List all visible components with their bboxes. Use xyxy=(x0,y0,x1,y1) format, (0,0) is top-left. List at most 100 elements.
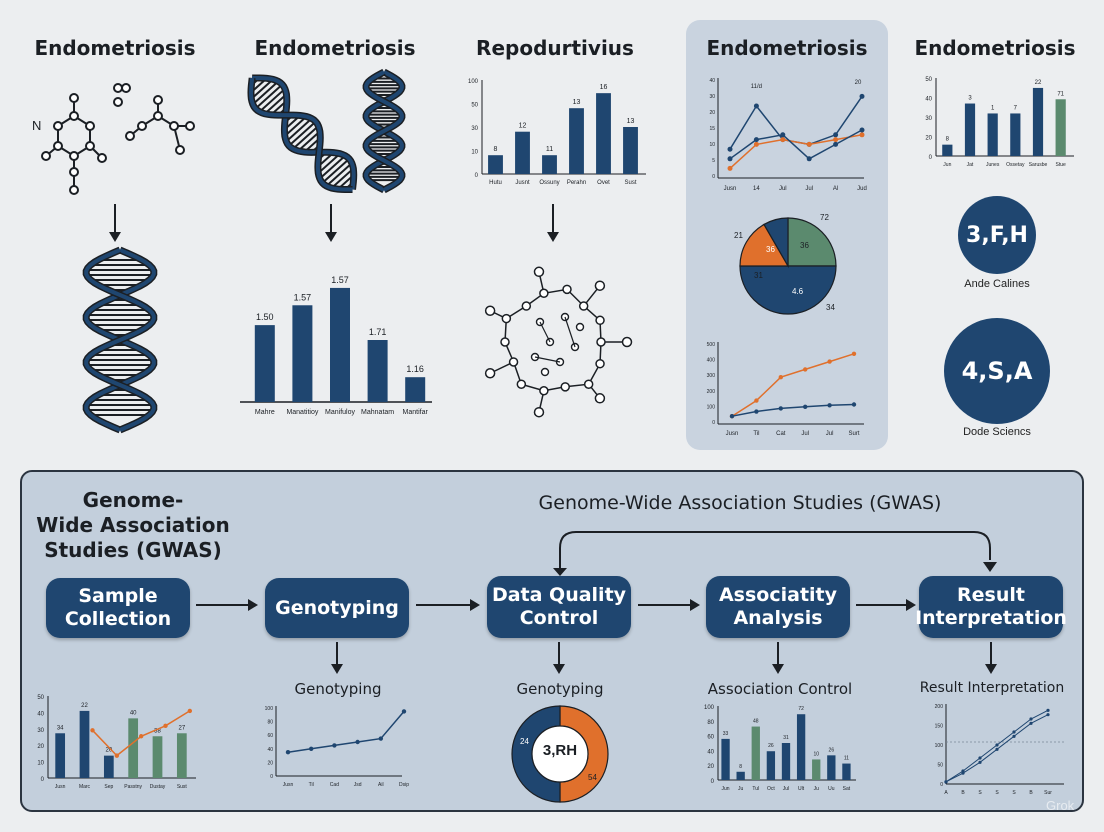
x-tick-label: Jusn xyxy=(55,784,66,790)
gwas-panel xyxy=(20,470,1084,812)
col5-bar-chart: 8 Jun 3 Jat 1 Junes 7 Ossetay 22 Sarusbe 71 Stue 50 4… xyxy=(925,77,1074,168)
bar xyxy=(330,287,350,402)
y-tick-label: 300 xyxy=(707,373,716,379)
pie-label: 21 xyxy=(734,231,743,240)
col3-title: Repodurtivius xyxy=(476,36,634,60)
y-tick-label: 40 xyxy=(925,97,932,103)
col1-title: Endometriosis xyxy=(34,36,196,60)
data-point xyxy=(187,708,193,714)
data-point xyxy=(378,736,383,741)
data-label: 11/d xyxy=(751,84,762,90)
data-point xyxy=(978,756,982,760)
data-point xyxy=(851,402,857,407)
bar-value-label: 8 xyxy=(739,764,742,770)
x-tick-label: Til xyxy=(753,431,759,437)
data-point xyxy=(803,367,808,372)
mid-bar-chart: 1.50 Mahre 1.57 Manatitioy 1.57 Manifuloy 1.71… xyxy=(240,275,432,416)
x-tick-label: Sarusbe xyxy=(1029,162,1048,168)
dna-rung xyxy=(254,83,283,110)
network-node xyxy=(583,379,594,389)
data-point xyxy=(778,406,783,411)
dna-rung xyxy=(331,167,354,189)
x-tick-label: Ail xyxy=(378,782,384,788)
circle-caption-2: Dode Sciencs xyxy=(963,426,1031,438)
dna-rung xyxy=(321,158,350,184)
step-result-interpretation[interactable]: Result Interpretation xyxy=(915,576,1067,638)
network-node xyxy=(500,337,510,347)
dna-rung xyxy=(252,80,279,106)
dna-rung xyxy=(319,154,346,180)
bar xyxy=(721,738,730,780)
y-tick-label: 0 xyxy=(41,777,45,783)
data-point xyxy=(729,414,735,419)
bar-value-label: 12 xyxy=(519,123,527,130)
molecule-label: N xyxy=(32,118,41,133)
bar xyxy=(292,305,313,402)
step-association-analysis[interactable]: Associatity Analysis xyxy=(706,576,850,638)
x-tick-label: S xyxy=(995,790,999,796)
data-point xyxy=(995,747,999,751)
y-tick-label: 30 xyxy=(925,116,932,122)
step-genotyping[interactable]: Genotyping xyxy=(265,578,409,638)
y-tick-label: 20 xyxy=(37,744,44,750)
y-tick-label: 60 xyxy=(707,735,714,741)
x-tick-label: Oct xyxy=(767,786,775,792)
y-tick-label: 30 xyxy=(471,126,478,132)
y-tick-label: 20 xyxy=(267,760,273,766)
y-tick-label: 15 xyxy=(709,126,715,132)
y-tick-label: 100 xyxy=(468,79,479,85)
y-tick-label: 10 xyxy=(37,761,44,767)
bar xyxy=(827,755,836,780)
x-tick-label: Manatitioy xyxy=(286,409,318,416)
y-tick-label: 40 xyxy=(707,749,714,755)
y-tick-label: 10 xyxy=(471,150,478,156)
bar-value-label: 26 xyxy=(829,747,835,753)
bar xyxy=(542,155,557,174)
x-tick-label: Jud xyxy=(857,186,867,192)
x-tick-label: Ossetay xyxy=(1006,162,1025,168)
network-node xyxy=(594,393,606,404)
data-point xyxy=(753,103,759,109)
dna-strand xyxy=(84,248,156,432)
y-tick-label: 80 xyxy=(707,720,714,726)
bar-value-label: 1 xyxy=(991,105,995,111)
bar-value-label: 11 xyxy=(844,756,849,762)
bottom-line-chart: Jusn Til Cad Jsd Ail Dsip 100 80 60 40 20 0 xyxy=(265,706,409,788)
y-tick-label: 0 xyxy=(712,174,715,180)
bar xyxy=(569,108,584,174)
y-tick-label: 0 xyxy=(475,173,479,179)
y-tick-label: 100 xyxy=(265,706,274,712)
bar xyxy=(1032,87,1044,156)
bar-value-label: 3 xyxy=(968,96,972,102)
x-tick-label: Ult xyxy=(798,786,805,792)
y-tick-label: 20 xyxy=(707,764,714,770)
dna-rung xyxy=(325,162,353,187)
bar xyxy=(128,718,139,778)
dna-rung xyxy=(250,78,274,100)
bar xyxy=(79,710,90,778)
network-graphic xyxy=(484,266,633,418)
y-tick-label: 80 xyxy=(267,720,273,726)
data-point xyxy=(780,132,786,138)
bar xyxy=(254,325,275,402)
x-tick-label: Mantifar xyxy=(403,409,429,416)
bar-value-label: 8 xyxy=(946,137,950,143)
dna-rung xyxy=(258,88,286,113)
x-tick-label: Jsd xyxy=(354,782,362,788)
bar xyxy=(488,155,503,174)
gwas-left-title: Genome- Wide Association Studies (GWAS) xyxy=(36,488,230,562)
x-tick-label: Jul xyxy=(826,431,834,437)
bar-value-label: 31 xyxy=(783,735,789,741)
y-tick-label: 5 xyxy=(712,158,715,164)
step-sample-collection[interactable]: Sample Collection xyxy=(46,578,190,638)
arrow-right-1 xyxy=(196,599,258,611)
y-tick-label: 200 xyxy=(935,704,944,710)
step-data-quality-control[interactable]: Data Quality Control xyxy=(487,576,631,638)
network-node xyxy=(533,406,545,418)
y-tick-label: 500 xyxy=(707,342,716,348)
network-node xyxy=(540,367,550,377)
step-label: Sample Collection xyxy=(64,585,172,630)
col2-title: Endometriosis xyxy=(254,36,416,60)
y-tick-label: 100 xyxy=(935,743,944,749)
bar xyxy=(796,714,806,780)
